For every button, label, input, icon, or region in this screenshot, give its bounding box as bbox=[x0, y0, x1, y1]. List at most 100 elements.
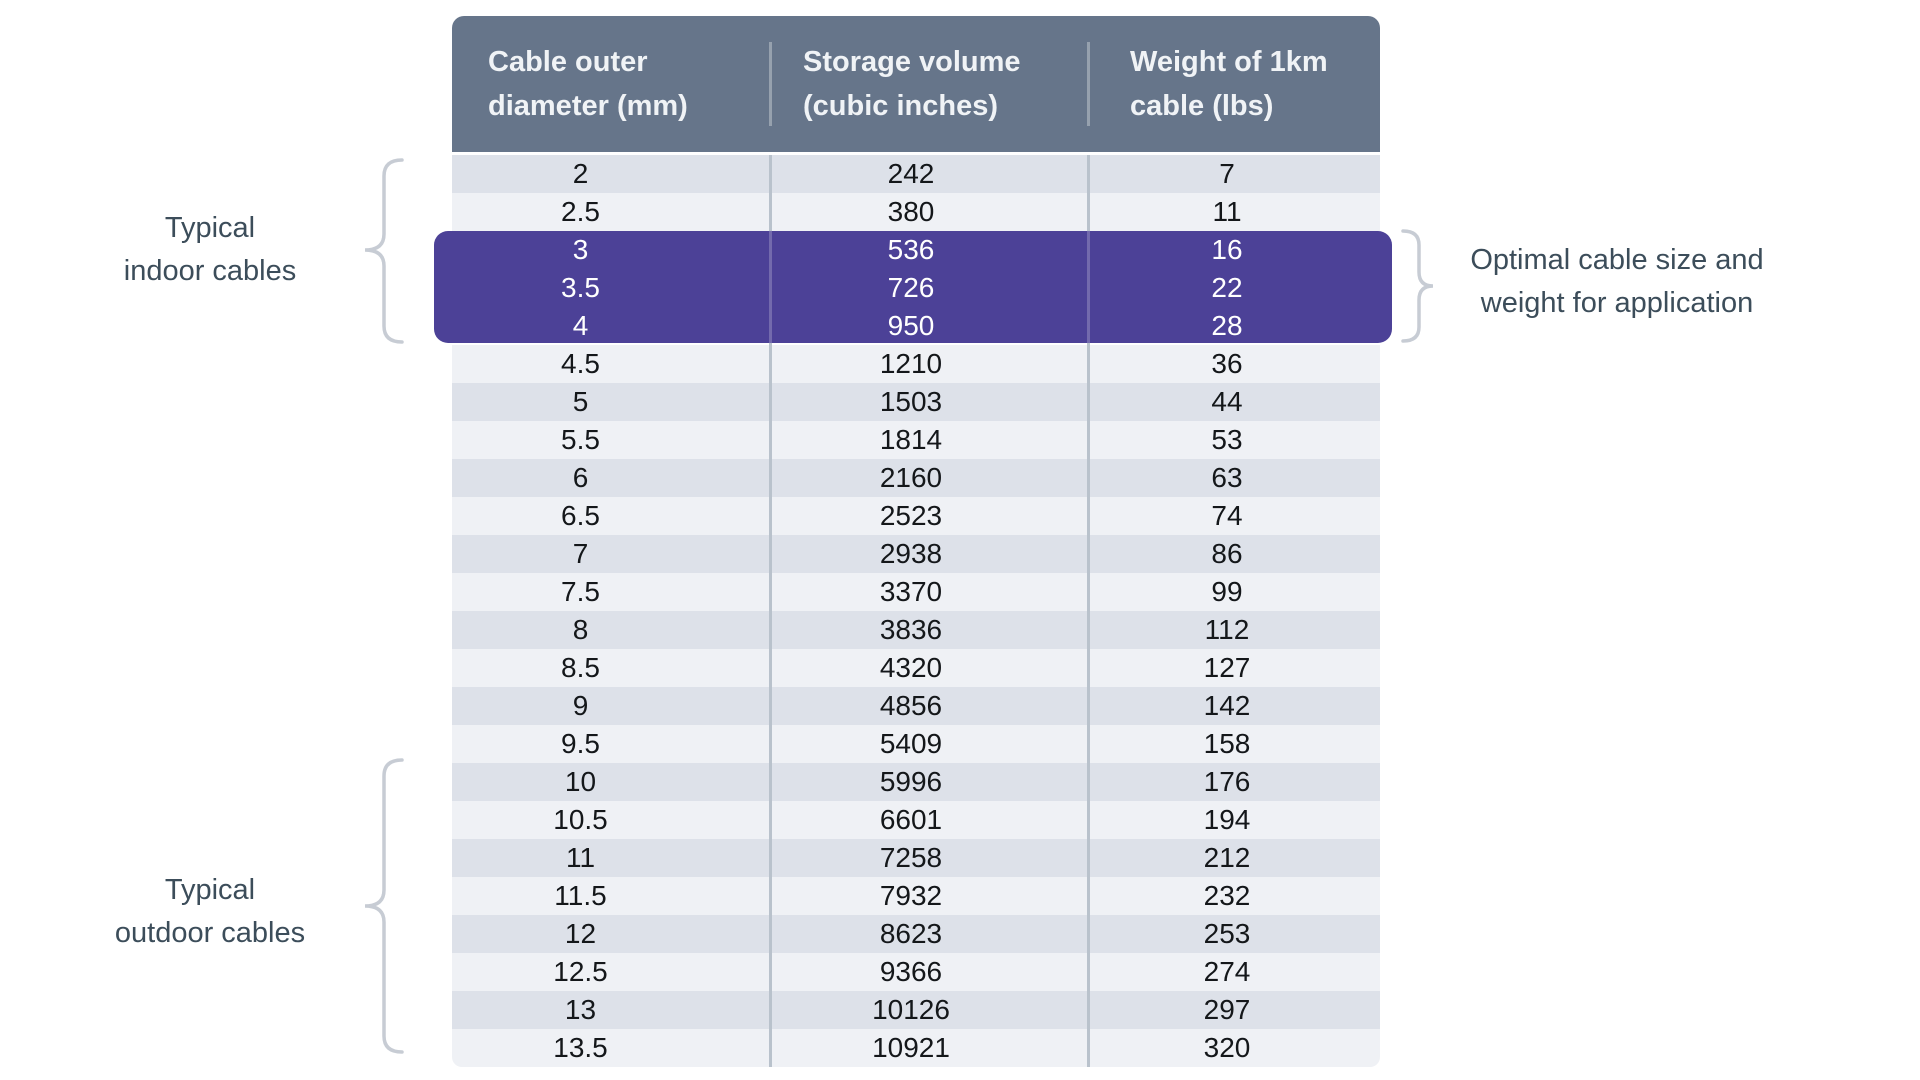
column-header-line: diameter (mm) bbox=[488, 90, 688, 122]
table-cell: 12.5 bbox=[553, 956, 608, 987]
optimal-curly-brace-icon bbox=[1401, 229, 1434, 343]
header-column-divider bbox=[1087, 42, 1090, 126]
table-row: 6.5 2523 74 bbox=[452, 497, 1380, 535]
table-cell: 6.5 bbox=[561, 500, 600, 531]
table-cell: 253 bbox=[1203, 918, 1251, 949]
table-cell: 11 bbox=[1212, 196, 1242, 227]
table-row-highlighted: 4 950 28 bbox=[452, 307, 1380, 345]
column-header-line: Storage volume bbox=[803, 46, 1021, 78]
table-row: 8 3836 112 bbox=[452, 611, 1380, 649]
table-cell: 28 bbox=[1211, 310, 1243, 341]
table-cell: 2 bbox=[572, 158, 589, 189]
table-row: 11 7258 212 bbox=[452, 839, 1380, 877]
table-cell: 3.5 bbox=[561, 272, 600, 303]
table-cell: 194 bbox=[1203, 804, 1251, 835]
table-cell: 2160 bbox=[879, 462, 943, 493]
table-cell: 274 bbox=[1203, 956, 1251, 987]
table-cell: 380 bbox=[887, 196, 935, 227]
table-cell: 7 bbox=[1219, 158, 1235, 189]
outdoor-cables-annotation: Typical outdoor cables bbox=[60, 869, 360, 955]
table-cell: 950 bbox=[887, 310, 935, 341]
table-cell: 5409 bbox=[879, 728, 943, 759]
table-row: 7 2938 86 bbox=[452, 535, 1380, 573]
table-cell: 10126 bbox=[872, 994, 950, 1025]
table-cell: 13.5 bbox=[553, 1032, 608, 1063]
table-cell: 3836 bbox=[879, 614, 943, 645]
column-header-line: (cubic inches) bbox=[803, 90, 998, 122]
table-row: 2.5 380 11 bbox=[452, 193, 1380, 231]
table-row: 7.5 3370 99 bbox=[452, 573, 1380, 611]
table-cell: 112 bbox=[1204, 614, 1250, 645]
column-header-diameter: Cable outer diameter (mm) bbox=[452, 16, 769, 152]
table-cell: 232 bbox=[1203, 880, 1251, 911]
table-cell: 10.5 bbox=[553, 804, 608, 835]
table-cell: 536 bbox=[887, 234, 935, 265]
table-cell: 7258 bbox=[879, 842, 943, 873]
outdoor-annotation-line2: outdoor cables bbox=[114, 917, 306, 949]
outdoor-annotation-line1: Typical bbox=[164, 874, 256, 906]
table-cell: 10 bbox=[564, 766, 597, 797]
table-cell: 142 bbox=[1203, 690, 1251, 721]
table-row: 12.5 9366 274 bbox=[452, 953, 1380, 991]
highlight-column-divider bbox=[1087, 231, 1090, 343]
header-column-divider bbox=[769, 42, 772, 126]
column-header-line: cable (lbs) bbox=[1130, 90, 1274, 122]
table-cell: 1210 bbox=[879, 348, 943, 379]
table-cell: 1503 bbox=[879, 386, 943, 417]
table-cell: 22 bbox=[1211, 272, 1243, 303]
table-row-highlighted: 3.5 726 22 bbox=[452, 269, 1380, 307]
table-cell: 99 bbox=[1211, 576, 1243, 607]
table-row: 10 5996 176 bbox=[452, 763, 1380, 801]
indoor-annotation-line1: Typical bbox=[164, 212, 256, 244]
table-cell: 7932 bbox=[879, 880, 943, 911]
table-cell: 13 bbox=[564, 994, 597, 1025]
indoor-cables-annotation: Typical indoor cables bbox=[60, 207, 360, 293]
outdoor-curly-brace-icon bbox=[364, 758, 404, 1054]
table-cell: 2938 bbox=[879, 538, 943, 569]
table-row-highlighted: 3 536 16 bbox=[452, 231, 1380, 269]
table-body: 2 242 7 2.5 380 11 3 536 16 3.5 726 22 4 950 28 4.5 1210… bbox=[452, 155, 1380, 1067]
table-row: 4.5 1210 36 bbox=[452, 345, 1380, 383]
table-cell: 5996 bbox=[879, 766, 943, 797]
indoor-annotation-line2: indoor cables bbox=[123, 255, 297, 287]
table-cell: 6601 bbox=[879, 804, 943, 835]
highlight-column-divider bbox=[769, 231, 772, 343]
column-header-line: Cable outer bbox=[488, 46, 648, 78]
table-cell: 86 bbox=[1211, 538, 1243, 569]
table-cell: 6 bbox=[572, 462, 589, 493]
table-header: Cable outer diameter (mm) Storage volume… bbox=[452, 16, 1380, 152]
table-row: 13.5 10921 320 bbox=[452, 1029, 1380, 1067]
table-cell: 176 bbox=[1203, 766, 1251, 797]
table-cell: 5 bbox=[572, 386, 589, 417]
optimal-size-annotation: Optimal cable size and weight for applic… bbox=[1455, 239, 1779, 325]
table-row: 8.5 4320 127 bbox=[452, 649, 1380, 687]
table-cell: 1814 bbox=[879, 424, 943, 455]
table-cell: 11.5 bbox=[554, 880, 607, 911]
column-header-line: Weight of 1km bbox=[1130, 46, 1328, 78]
table-cell: 297 bbox=[1203, 994, 1251, 1025]
table-cell: 10921 bbox=[872, 1032, 950, 1063]
table-cell: 320 bbox=[1203, 1032, 1251, 1063]
indoor-curly-brace-icon bbox=[364, 158, 404, 344]
optimal-rows-highlight bbox=[434, 231, 1392, 343]
table-cell: 9.5 bbox=[561, 728, 600, 759]
table-row: 9 4856 142 bbox=[452, 687, 1380, 725]
table-cell: 5.5 bbox=[561, 424, 600, 455]
table-cell: 3370 bbox=[879, 576, 943, 607]
table-cell: 212 bbox=[1203, 842, 1251, 873]
table-row: 11.5 7932 232 bbox=[452, 877, 1380, 915]
table-row: 10.5 6601 194 bbox=[452, 801, 1380, 839]
table-cell: 12 bbox=[564, 918, 597, 949]
table-cell: 8623 bbox=[879, 918, 943, 949]
column-header-volume: Storage volume (cubic inches) bbox=[769, 16, 1087, 152]
table-row: 5 1503 44 bbox=[452, 383, 1380, 421]
table-cell: 63 bbox=[1211, 462, 1243, 493]
table-row: 12 8623 253 bbox=[452, 915, 1380, 953]
table-cell: 8.5 bbox=[561, 652, 600, 683]
table-cell: 726 bbox=[887, 272, 935, 303]
table-cell: 11 bbox=[565, 842, 596, 873]
table-row: 9.5 5409 158 bbox=[452, 725, 1380, 763]
optimal-annotation-line1: Optimal cable size and bbox=[1470, 244, 1764, 276]
table-cell: 4.5 bbox=[561, 348, 600, 379]
table-cell: 7.5 bbox=[561, 576, 600, 607]
